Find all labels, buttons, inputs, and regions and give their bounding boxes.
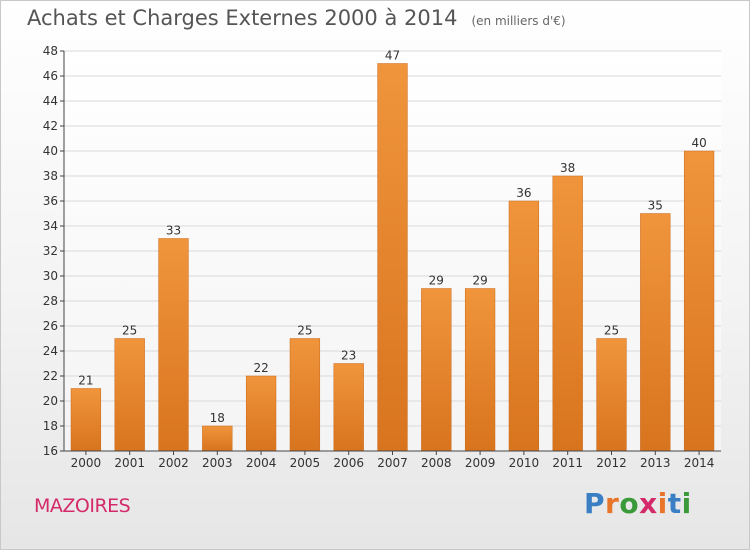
data-label-2014: 40 xyxy=(691,136,706,150)
data-label-2012: 25 xyxy=(604,324,619,338)
axes xyxy=(60,50,721,455)
bar-2001 xyxy=(114,338,145,452)
x-tick-label: 2003 xyxy=(202,456,233,470)
x-tick-label: 2012 xyxy=(596,456,627,470)
x-tick-label: 2006 xyxy=(333,456,364,470)
chart-title: Achats et Charges Externes 2000 à 2014 xyxy=(27,6,458,30)
y-tick-label: 40 xyxy=(43,144,58,158)
logo-letter: x xyxy=(639,487,658,520)
bar-2005 xyxy=(289,338,321,452)
bar-2008 xyxy=(421,288,452,452)
y-tick-label: 24 xyxy=(43,344,58,358)
y-tick-label: 44 xyxy=(43,94,58,108)
x-tick-label: 2013 xyxy=(640,456,671,470)
commune-name: MAZOIRES xyxy=(34,495,131,517)
data-label-2005: 25 xyxy=(297,324,312,338)
x-tick-label: 2011 xyxy=(552,456,583,470)
bar-2014 xyxy=(683,150,715,452)
logo-letter: t xyxy=(667,487,682,520)
data-label-2010: 36 xyxy=(516,186,531,200)
bar-2004 xyxy=(245,375,277,452)
bar-2007 xyxy=(377,63,408,452)
x-tick-label: 2000 xyxy=(71,456,102,470)
data-label-2011: 38 xyxy=(560,161,575,175)
y-tick-label: 38 xyxy=(43,169,58,183)
x-tick-label: 2002 xyxy=(158,456,189,470)
data-label-2001: 25 xyxy=(122,324,137,338)
logo-letter: o xyxy=(619,487,640,520)
y-tick-label: 42 xyxy=(43,119,58,133)
data-label-2004: 22 xyxy=(253,361,268,375)
chart-subtitle: (en milliers d'€) xyxy=(471,14,566,28)
data-label-2007: 47 xyxy=(385,49,400,63)
y-tick-label: 26 xyxy=(43,319,58,333)
x-tick-label: 2008 xyxy=(421,456,452,470)
y-tick-label: 48 xyxy=(43,44,58,58)
data-label-2000: 21 xyxy=(78,374,93,388)
data-label-2008: 29 xyxy=(429,274,444,288)
bar-2012 xyxy=(596,338,627,452)
bar-2013 xyxy=(640,213,671,452)
logo-letter: r xyxy=(605,487,620,520)
y-tick-label: 28 xyxy=(43,294,58,308)
y-tick-label: 36 xyxy=(43,194,58,208)
bar-2006 xyxy=(333,363,364,452)
logo-letter: i xyxy=(657,487,668,520)
x-tick-label: 2005 xyxy=(290,456,321,470)
bar-2003 xyxy=(202,425,233,452)
y-tick-label: 32 xyxy=(43,244,58,258)
bar-2010 xyxy=(508,200,540,452)
x-tick-label: 2001 xyxy=(114,456,145,470)
data-label-2002: 33 xyxy=(166,224,181,238)
bars xyxy=(70,63,715,452)
bar-2002 xyxy=(158,238,189,452)
data-label-2006: 23 xyxy=(341,349,356,363)
y-tick-label: 18 xyxy=(43,419,58,433)
data-label-2013: 35 xyxy=(648,199,663,213)
proxiti-logo: Proxiti xyxy=(584,487,692,520)
bar-2009 xyxy=(464,288,496,452)
y-tick-label: 30 xyxy=(43,269,58,283)
x-tick-label: 2009 xyxy=(465,456,496,470)
y-tick-label: 16 xyxy=(43,444,58,458)
y-tick-label: 22 xyxy=(43,369,58,383)
labels: 16 18 20 22 24 26 28 30 32 34 36 38 40 42 44 46 48 2000 21… xyxy=(43,44,715,470)
bar-2011 xyxy=(552,175,583,452)
title-row: Achats et Charges Externes 2000 à 2014 (e… xyxy=(27,6,566,30)
y-tick-label: 46 xyxy=(43,69,58,83)
y-tick-label: 34 xyxy=(43,219,58,233)
logo-letter: i xyxy=(681,487,692,520)
data-label-2003: 18 xyxy=(210,411,225,425)
x-tick-label: 2004 xyxy=(246,456,277,470)
y-tick-label: 20 xyxy=(43,394,58,408)
x-tick-label: 2010 xyxy=(509,456,540,470)
logo-letter: P xyxy=(584,487,606,520)
data-label-2009: 29 xyxy=(472,274,487,288)
x-tick-label: 2014 xyxy=(684,456,715,470)
x-tick-label: 2007 xyxy=(377,456,408,470)
bar-2000 xyxy=(70,388,102,452)
